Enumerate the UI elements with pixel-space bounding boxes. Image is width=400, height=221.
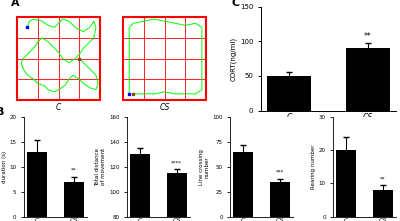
Text: B: B [0,107,4,117]
Text: **: ** [71,168,76,173]
Bar [123,17,206,100]
Text: **: ** [364,32,372,41]
Y-axis label: Line crossing
number: Line crossing number [199,149,210,185]
Text: C: C [56,103,61,112]
Text: CS: CS [159,103,170,112]
Bar [373,190,393,217]
Bar [167,173,187,221]
Text: C: C [231,0,239,8]
Text: **: ** [380,176,386,181]
Bar [64,182,84,217]
Bar [346,48,390,110]
Text: ***: *** [276,170,284,175]
Bar [130,154,150,221]
Bar [27,152,47,217]
Bar [336,150,356,217]
Text: ****: **** [171,160,182,165]
Bar [270,182,290,217]
Y-axis label: Rearing number: Rearing number [311,145,316,189]
Y-axis label: Total distance
of movement: Total distance of movement [96,148,106,186]
Bar [233,152,253,217]
Text: A: A [11,0,19,8]
Y-axis label: CORT(ng/ml): CORT(ng/ml) [230,36,237,81]
Y-axis label: Center square
duration (s): Center square duration (s) [0,147,6,186]
Bar [17,17,100,100]
Bar [267,76,311,110]
